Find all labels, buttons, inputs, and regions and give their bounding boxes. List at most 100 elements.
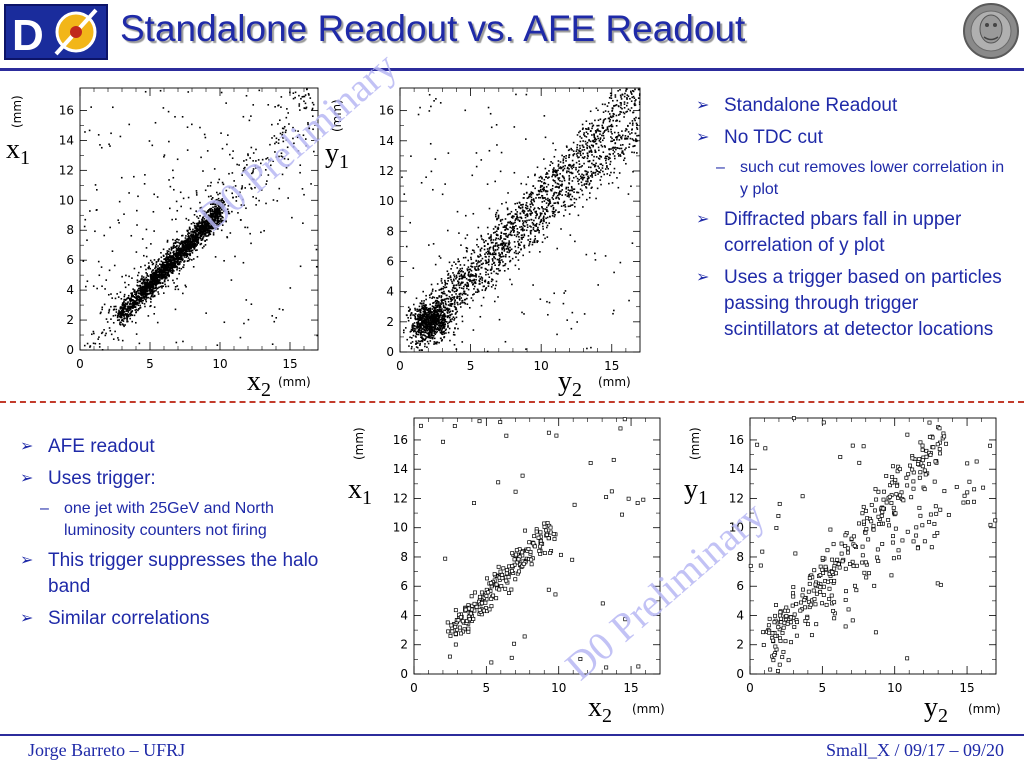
data-point (415, 333, 418, 336)
data-point (474, 281, 477, 283)
data-point (193, 231, 195, 234)
data-point (163, 271, 166, 274)
data-point (147, 285, 149, 288)
data-point (443, 292, 445, 295)
data-point (250, 242, 252, 245)
data-point (515, 256, 517, 258)
data-point (196, 225, 198, 228)
data-point (447, 308, 450, 310)
data-point (593, 155, 595, 158)
data-point (221, 207, 224, 209)
data-point (159, 282, 161, 285)
data-point (182, 241, 185, 244)
data-point (432, 334, 435, 337)
data-point (541, 206, 543, 209)
data-point (144, 299, 147, 301)
x-tick-label: 15 (282, 357, 297, 371)
data-point (149, 274, 152, 276)
data-point (162, 248, 165, 251)
data-point (91, 333, 93, 336)
data-point (548, 170, 550, 172)
data-point (203, 133, 206, 136)
data-point (131, 306, 134, 308)
data-point (198, 229, 201, 232)
data-point (165, 275, 167, 278)
data-point (503, 250, 506, 252)
data-point (451, 282, 454, 285)
data-point (448, 308, 451, 310)
data-point (528, 193, 531, 196)
data-point (264, 169, 267, 171)
data-point (216, 198, 218, 201)
data-point (195, 242, 197, 245)
data-point (603, 118, 605, 121)
data-point (599, 141, 602, 143)
data-point (481, 281, 484, 284)
data-point (166, 273, 169, 275)
data-point (566, 170, 568, 172)
data-point (500, 234, 502, 237)
data-point (512, 225, 514, 228)
data-point (505, 226, 507, 229)
data-point (148, 281, 151, 284)
data-point (216, 202, 218, 204)
data-point (600, 169, 602, 171)
data-point (195, 229, 198, 231)
data-point (179, 191, 182, 194)
data-point (528, 244, 530, 247)
data-point (305, 107, 307, 110)
data-point (161, 286, 163, 289)
data-point (634, 100, 636, 102)
data-point (204, 244, 207, 246)
data-point (525, 229, 528, 232)
data-point (544, 167, 547, 170)
data-point (616, 137, 618, 139)
data-point (604, 157, 606, 160)
data-point (203, 228, 206, 231)
data-point (160, 264, 162, 266)
data-point (163, 265, 166, 268)
data-point (160, 268, 162, 270)
data-point (585, 120, 588, 122)
data-point (201, 222, 204, 225)
data-point (128, 303, 131, 305)
data-point (425, 337, 427, 340)
data-point (574, 205, 576, 208)
data-point (223, 209, 225, 211)
data-point (500, 231, 503, 234)
data-point (486, 248, 489, 250)
data-point (540, 218, 543, 221)
data-point (610, 128, 612, 131)
data-point (193, 246, 195, 248)
data-point (133, 296, 136, 298)
data-point (177, 259, 179, 261)
data-point (495, 280, 498, 283)
data-point (435, 305, 438, 307)
data-point (137, 298, 139, 301)
data-point (165, 264, 168, 267)
data-point (190, 231, 192, 233)
data-point (599, 133, 601, 135)
data-point (242, 261, 245, 264)
data-point (568, 175, 571, 177)
data-point (203, 235, 205, 238)
data-point (509, 233, 512, 236)
data-point (118, 310, 120, 313)
data-point (153, 280, 155, 282)
data-point (204, 239, 206, 242)
data-point (194, 229, 196, 232)
y-tick-label: 4 (66, 283, 74, 297)
data-point (556, 182, 559, 185)
data-point (578, 149, 580, 152)
data-point (129, 299, 132, 302)
data-point (512, 222, 515, 225)
data-point (197, 228, 200, 231)
data-point (444, 302, 447, 305)
data-point (584, 140, 587, 143)
data-point (298, 134, 301, 136)
plot-standalone-x: 0 2 4 6 8 10 12 14 16 0 5 10 15 (59, 86, 322, 378)
data-point (413, 322, 416, 324)
data-point (166, 277, 168, 279)
data-point (528, 219, 530, 221)
data-point (300, 97, 302, 100)
